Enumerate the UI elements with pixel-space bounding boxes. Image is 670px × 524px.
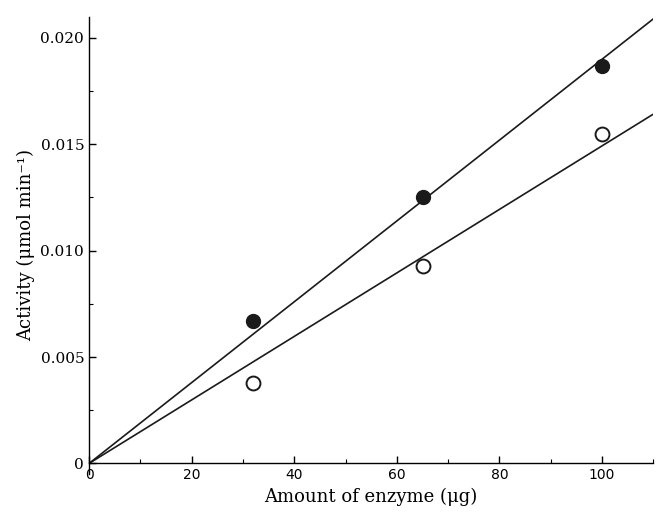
X-axis label: Amount of enzyme (μg): Amount of enzyme (μg): [265, 488, 478, 506]
Y-axis label: Activity (μmol min⁻¹): Activity (μmol min⁻¹): [17, 149, 35, 341]
